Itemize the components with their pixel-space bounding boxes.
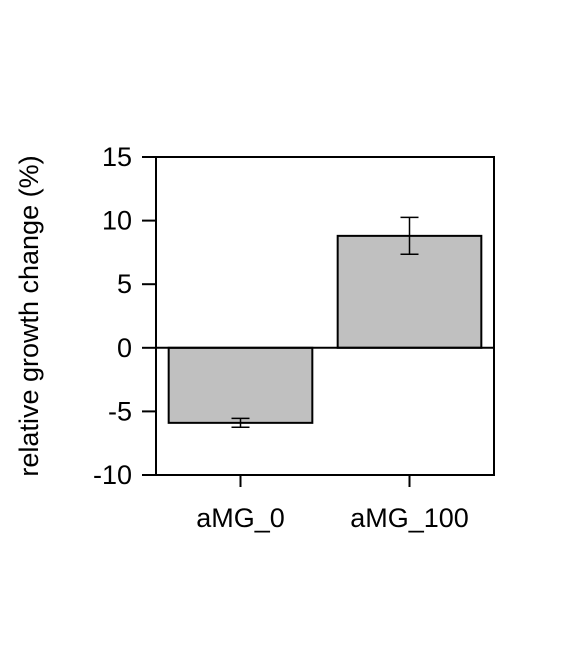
y-tick-label: -5 [108, 396, 132, 426]
y-tick-label: 0 [117, 333, 132, 363]
error-bar [400, 216, 419, 256]
bars [167, 234, 483, 424]
bar [167, 346, 314, 424]
x-axis: aMG_0 aMG_100 [196, 475, 469, 533]
y-tick-label: 10 [102, 206, 132, 236]
y-tick-label: -10 [93, 460, 132, 490]
error-bars [231, 216, 419, 429]
error-bar [231, 417, 250, 429]
y-tick-label: 15 [102, 142, 132, 172]
y-axis-title: relative growth change (%) [14, 155, 44, 476]
y-tick-label: 5 [117, 269, 132, 299]
y-axis: -10 -5 0 5 10 15 [93, 142, 156, 490]
plot-frame [155, 156, 495, 476]
x-tick-label: aMG_0 [196, 503, 285, 533]
x-tick-label: aMG_100 [350, 503, 469, 533]
